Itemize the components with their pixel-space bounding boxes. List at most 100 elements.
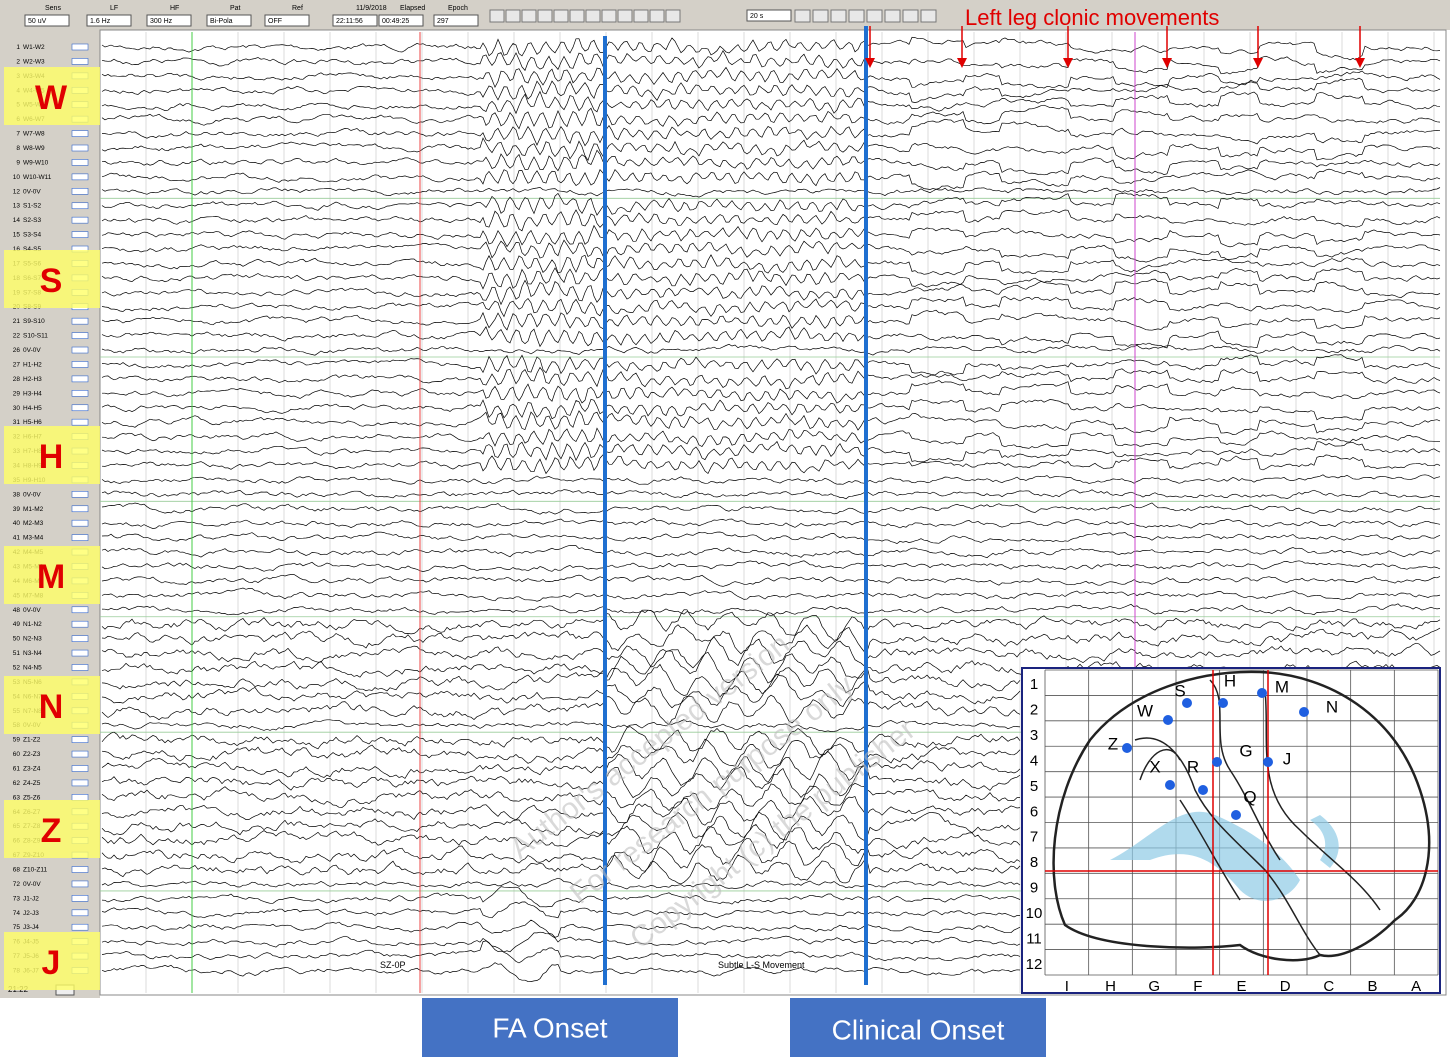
- toolbar-button[interactable]: [522, 10, 536, 22]
- channel-number: 21: [13, 318, 21, 325]
- channel-number: 39: [13, 506, 21, 513]
- electrode: [1257, 688, 1267, 698]
- group-label: W: [35, 79, 68, 117]
- channel-label: N2-N3: [23, 636, 42, 643]
- channel-button[interactable]: [72, 794, 88, 800]
- channel-button[interactable]: [72, 910, 88, 916]
- channel-button[interactable]: [72, 636, 88, 642]
- channel-button[interactable]: [72, 751, 88, 757]
- channel-label: H2-H3: [23, 376, 42, 383]
- channel-button[interactable]: [72, 621, 88, 627]
- channel-label: N4-N5: [23, 664, 42, 671]
- channel-button[interactable]: [72, 232, 88, 238]
- channel-number: 48: [13, 607, 21, 614]
- channel-button[interactable]: [72, 58, 88, 64]
- channel-label: M2-M3: [23, 520, 44, 527]
- electrode-label: H: [1224, 671, 1236, 690]
- event-marker: SZ-0P: [380, 960, 406, 970]
- toolbar-button[interactable]: [849, 10, 864, 22]
- channel-number: 51: [13, 650, 21, 657]
- channel-number: 26: [13, 347, 21, 354]
- channel-number: 52: [13, 664, 21, 671]
- channel-button[interactable]: [72, 520, 88, 526]
- row-label: 5: [1030, 778, 1038, 795]
- channel-button[interactable]: [72, 780, 88, 786]
- toolbar-button[interactable]: [666, 10, 680, 22]
- channel-button[interactable]: [72, 405, 88, 411]
- group-label: H: [39, 438, 64, 476]
- channel-button[interactable]: [72, 390, 88, 396]
- toolbar-text: 300 Hz: [150, 18, 173, 25]
- toolbar-button[interactable]: [602, 10, 616, 22]
- channel-button[interactable]: [72, 419, 88, 425]
- channel-button[interactable]: [72, 867, 88, 873]
- channel-button[interactable]: [72, 159, 88, 165]
- channel-button[interactable]: [72, 203, 88, 209]
- row-label: 9: [1030, 880, 1038, 897]
- toolbar-button[interactable]: [921, 10, 936, 22]
- channel-button[interactable]: [72, 347, 88, 353]
- channel-label: Z2-Z3: [23, 751, 41, 758]
- column-label: C: [1323, 978, 1334, 995]
- channel-button[interactable]: [72, 174, 88, 180]
- toolbar-button[interactable]: [538, 10, 552, 22]
- channel-label: 0V-0V: [23, 881, 41, 888]
- channel-number: 41: [13, 535, 21, 542]
- channel-button[interactable]: [72, 650, 88, 656]
- channel-button[interactable]: [72, 333, 88, 339]
- toolbar-button[interactable]: [650, 10, 664, 22]
- channel-button[interactable]: [72, 506, 88, 512]
- channel-number: 59: [13, 737, 21, 744]
- channel-button[interactable]: [72, 131, 88, 137]
- electrode-label: N: [1326, 697, 1338, 716]
- toolbar-text: 20 s: [750, 13, 764, 20]
- channel-button[interactable]: [72, 607, 88, 613]
- channel-button[interactable]: [72, 217, 88, 223]
- channel-button[interactable]: [72, 535, 88, 541]
- channel-button[interactable]: [72, 44, 88, 50]
- channel-label: H1-H2: [23, 361, 42, 368]
- channel-number: 1: [16, 44, 20, 51]
- row-label: 7: [1030, 829, 1038, 846]
- toolbar-button[interactable]: [634, 10, 648, 22]
- channel-button[interactable]: [72, 924, 88, 930]
- channel-button[interactable]: [72, 895, 88, 901]
- toolbar-button[interactable]: [554, 10, 568, 22]
- channel-number: 73: [13, 895, 21, 902]
- toolbar-button[interactable]: [618, 10, 632, 22]
- electrode-label: M: [1275, 677, 1289, 696]
- channel-button[interactable]: [72, 145, 88, 151]
- toolbar-button[interactable]: [795, 10, 810, 22]
- channel-number: 8: [16, 145, 20, 152]
- toolbar-button[interactable]: [490, 10, 504, 22]
- channel-button[interactable]: [72, 188, 88, 194]
- channel-button[interactable]: [72, 881, 88, 887]
- channel-number: 75: [13, 924, 21, 931]
- toolbar-button[interactable]: [586, 10, 600, 22]
- electrode-label: X: [1149, 757, 1160, 776]
- toolbar-text: 22:11:56: [336, 18, 363, 25]
- channel-button[interactable]: [72, 318, 88, 324]
- toolbar-button[interactable]: [867, 10, 882, 22]
- column-label: A: [1411, 978, 1421, 995]
- channel-button[interactable]: [72, 766, 88, 772]
- column-label: D: [1280, 978, 1291, 995]
- column-label: I: [1065, 978, 1069, 995]
- channel-button[interactable]: [72, 376, 88, 382]
- channel-button[interactable]: [72, 664, 88, 670]
- toolbar-button[interactable]: [903, 10, 918, 22]
- channel-label: S9-S10: [23, 318, 45, 325]
- channel-number: 7: [16, 131, 20, 138]
- toolbar-button[interactable]: [570, 10, 584, 22]
- toolbar-button[interactable]: [506, 10, 520, 22]
- channel-number: 15: [13, 232, 21, 239]
- channel-number: 22: [13, 333, 21, 340]
- row-label: 12: [1026, 956, 1043, 973]
- channel-button[interactable]: [72, 491, 88, 497]
- channel-button[interactable]: [72, 361, 88, 367]
- toolbar-button[interactable]: [813, 10, 828, 22]
- electrode-label: R: [1187, 757, 1199, 776]
- channel-button[interactable]: [72, 737, 88, 743]
- toolbar-button[interactable]: [831, 10, 846, 22]
- toolbar-button[interactable]: [885, 10, 900, 22]
